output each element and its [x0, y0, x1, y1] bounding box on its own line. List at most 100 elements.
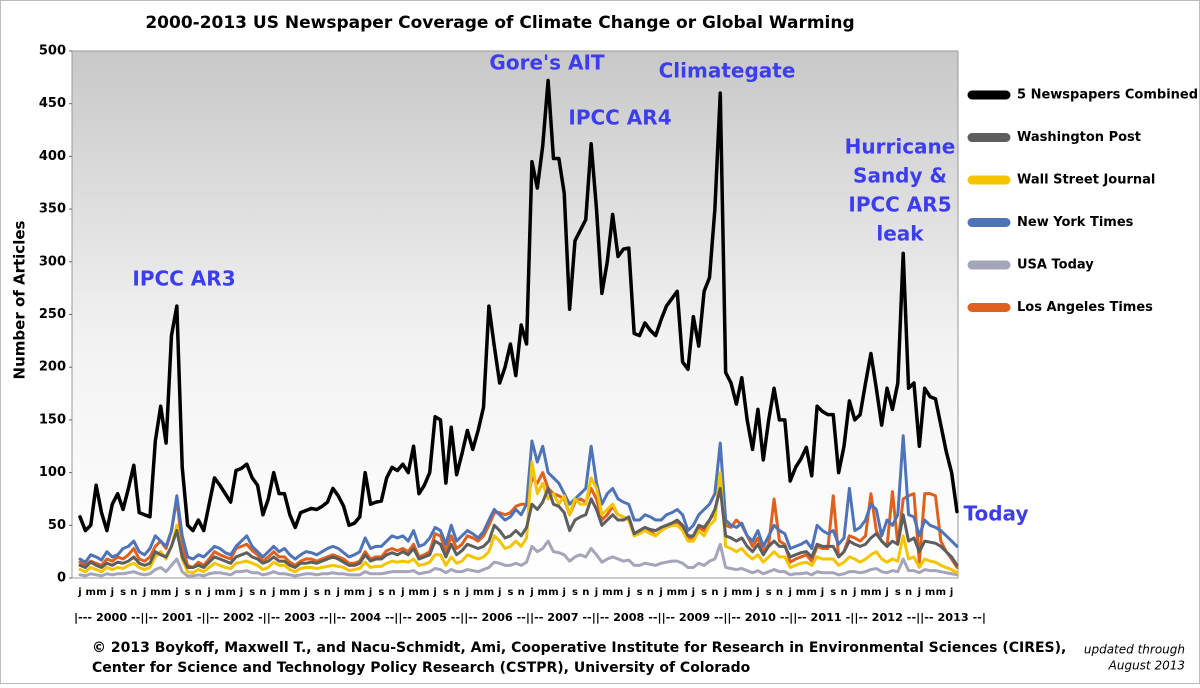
- x-tick-label: j: [594, 587, 598, 598]
- x-tick-label: j: [465, 587, 469, 598]
- annotation: IPCC AR3: [132, 267, 235, 291]
- annotation: Climategate: [659, 59, 796, 83]
- annotation: IPCC AR5: [848, 193, 951, 217]
- x-tick-label: n: [259, 587, 266, 598]
- x-tick-label: m: [731, 587, 741, 598]
- y-tick-label: 400: [39, 149, 66, 164]
- x-tick-label: j: [142, 587, 146, 598]
- y-tick-label: 150: [39, 412, 66, 427]
- x-tick-label: s: [637, 587, 643, 598]
- x-tick-label: j: [658, 587, 662, 598]
- footer-line: Center for Science and Technology Policy…: [92, 660, 751, 676]
- x-tick-label: j: [691, 587, 695, 598]
- x-tick-label: m: [602, 587, 612, 598]
- x-tick-label: j: [174, 587, 178, 598]
- x-tick-label: j: [723, 587, 727, 598]
- x-tick-label: j: [303, 587, 307, 598]
- x-tick-label: s: [701, 587, 707, 598]
- x-tick-label: n: [518, 587, 525, 598]
- annotation: leak: [876, 222, 924, 246]
- x-tick-label: m: [613, 587, 623, 598]
- x-tick-label: n: [388, 587, 395, 598]
- x-tick-label: n: [711, 587, 718, 598]
- x-tick-label: j: [529, 587, 533, 598]
- x-tick-label: s: [830, 587, 836, 598]
- legend-label: Wall Street Journal: [1017, 173, 1155, 188]
- x-tick-label: m: [96, 587, 106, 598]
- legend-label: USA Today: [1017, 258, 1094, 273]
- x-tick-label: m: [925, 587, 935, 598]
- x-tick-label: j: [400, 587, 404, 598]
- y-tick-label: 450: [39, 96, 66, 111]
- x-tick-label: n: [453, 587, 460, 598]
- x-tick-label: m: [538, 587, 548, 598]
- annotation: Gore's AIT: [489, 51, 604, 75]
- x-tick-label: s: [443, 587, 449, 598]
- footer-line: © 2013 Boykoff, Maxwell T., and Nacu-Sch…: [92, 640, 1066, 656]
- x-tick-label: j: [949, 587, 953, 598]
- x-tick-label: s: [572, 587, 578, 598]
- x-tick-label: n: [582, 587, 589, 598]
- x-tick-label: s: [378, 587, 384, 598]
- x-tick-label: j: [271, 587, 275, 598]
- x-tick-label: m: [807, 587, 817, 598]
- x-tick-label: m: [548, 587, 558, 598]
- x-tick-label: m: [473, 587, 483, 598]
- annotation: Today: [964, 502, 1029, 526]
- annotation: IPCC AR4: [568, 106, 671, 130]
- note: August 2013: [1108, 659, 1185, 673]
- x-tick-label: m: [290, 587, 300, 598]
- x-tick-label: m: [742, 587, 752, 598]
- x-tick-label: m: [150, 587, 160, 598]
- x-tick-label: j: [884, 587, 888, 598]
- series-line: [78, 460, 959, 575]
- x-tick-label: j: [239, 587, 243, 598]
- x-tick-label: m: [677, 587, 687, 598]
- x-tick-label: j: [432, 587, 436, 598]
- legend-label: Washington Post: [1017, 130, 1141, 145]
- legend-label: Los Angeles Times: [1017, 300, 1153, 315]
- x-tick-label: s: [185, 587, 191, 598]
- x-tick-label: j: [368, 587, 372, 598]
- x-tick-label: j: [820, 587, 824, 598]
- x-tick-label: m: [279, 587, 289, 598]
- x-tick-label: s: [766, 587, 772, 598]
- x-tick-label: m: [344, 587, 354, 598]
- x-tick-label: n: [776, 587, 783, 598]
- x-tick-label: s: [249, 587, 255, 598]
- x-tick-label: j: [77, 587, 81, 598]
- y-tick-label: 100: [39, 465, 66, 480]
- x-tick-label: j: [110, 587, 114, 598]
- x-tick-label: m: [161, 587, 171, 598]
- x-tick-label: j: [755, 587, 759, 598]
- x-tick-label: m: [355, 587, 365, 598]
- y-tick-label: 300: [39, 254, 66, 269]
- x-tick-label: m: [408, 587, 418, 598]
- x-tick-label: m: [484, 587, 494, 598]
- y-tick-label: 200: [39, 360, 66, 375]
- x-tick-label: m: [936, 587, 946, 598]
- y-tick-label: 0: [57, 571, 66, 586]
- x-tick-label: m: [86, 587, 96, 598]
- y-tick-label: 250: [39, 307, 66, 322]
- x-tick-label: j: [206, 587, 210, 598]
- series-line: [78, 78, 959, 533]
- year-strip: |--- 2000 --||-- 2001 -||-- 2002 -||-- 2…: [74, 611, 986, 624]
- x-tick-label: m: [667, 587, 677, 598]
- legend-label: 5 Newspapers Combined: [1017, 88, 1198, 103]
- x-tick-label: j: [787, 587, 791, 598]
- y-tick-label: 500: [39, 44, 66, 59]
- chart-title: 2000-2013 US Newspaper Coverage of Clima…: [145, 13, 854, 33]
- x-tick-label: n: [840, 587, 847, 598]
- x-tick-label: j: [917, 587, 921, 598]
- x-tick-label: j: [626, 587, 630, 598]
- series-line: [78, 539, 959, 578]
- series-line: [78, 471, 959, 569]
- series-line: [78, 434, 959, 564]
- x-tick-label: s: [314, 587, 320, 598]
- x-tick-label: j: [562, 587, 566, 598]
- annotation: Sandy &: [853, 164, 947, 188]
- x-tick-label: s: [120, 587, 126, 598]
